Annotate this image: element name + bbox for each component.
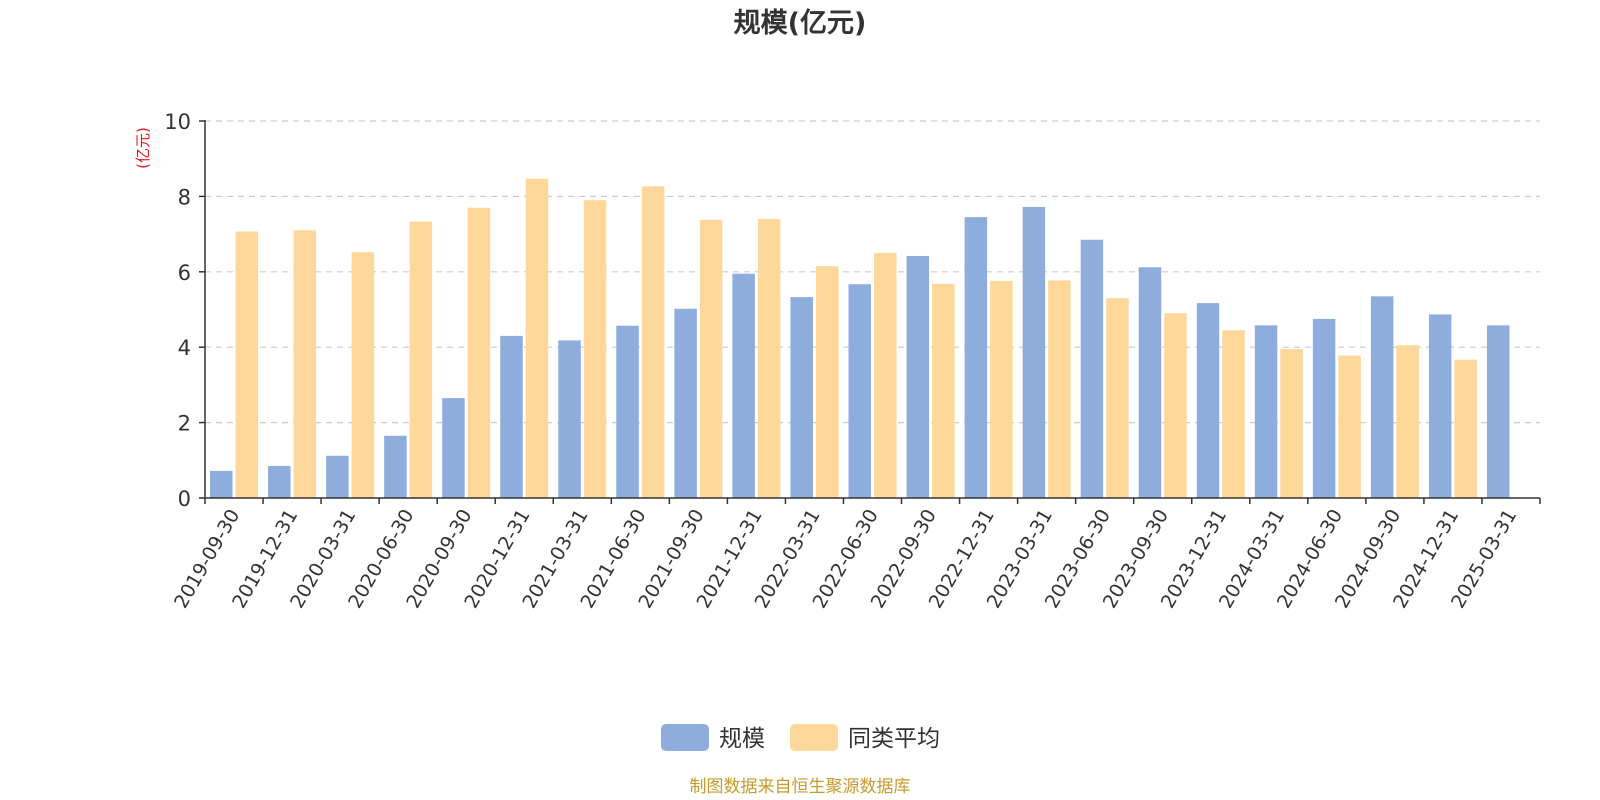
bar-peer-average[interactable] — [1280, 349, 1303, 498]
bar-peer-average[interactable] — [467, 207, 491, 498]
bar-scale[interactable] — [326, 455, 349, 498]
bar-scale[interactable] — [210, 470, 233, 498]
bar-scale[interactable] — [906, 255, 930, 498]
bar-peer-average[interactable] — [583, 200, 607, 499]
bar-peer-average[interactable] — [1396, 345, 1419, 498]
bar-scale[interactable] — [268, 465, 291, 498]
bar-scale[interactable] — [1022, 206, 1046, 498]
bar-scale[interactable] — [1196, 303, 1220, 498]
legend-label[interactable]: 同类平均 — [848, 726, 940, 752]
legend-label[interactable]: 规模 — [719, 726, 765, 752]
y-tick-label: 0 — [178, 487, 191, 511]
y-tick-label: 10 — [164, 110, 191, 134]
bar-peer-average[interactable] — [932, 283, 955, 498]
source-note: 制图数据来自恒生聚源数据库 — [690, 777, 911, 797]
x-tick-labels: 2019-09-302019-12-312020-03-312020-06-30… — [170, 505, 1521, 612]
bar-scale[interactable] — [1312, 318, 1336, 498]
bar-scale[interactable] — [384, 435, 407, 498]
bar-scale[interactable] — [1254, 325, 1278, 498]
bar-peer-average[interactable] — [874, 252, 897, 498]
bar-scale[interactable] — [1370, 296, 1394, 498]
y-tick-label: 6 — [178, 261, 191, 285]
bar-scale[interactable] — [1080, 239, 1104, 498]
bar-peer-average[interactable] — [641, 186, 665, 498]
bar-peer-average[interactable] — [293, 230, 317, 498]
bar-scale[interactable] — [1486, 325, 1510, 498]
bar-scale[interactable] — [558, 340, 581, 498]
bar-peer-average[interactable] — [815, 266, 839, 498]
bar-peer-average[interactable] — [699, 219, 723, 499]
legend-swatch[interactable] — [661, 724, 709, 751]
y-tick-labels: 0 2 4 6 8 10 — [164, 110, 191, 511]
chart-title: 规模(亿元) — [734, 8, 867, 39]
legend: 规模 同类平均 — [661, 724, 940, 752]
bar-scale[interactable] — [500, 335, 523, 498]
bar-peer-average[interactable] — [1454, 359, 1477, 498]
bar-peer-average[interactable] — [525, 178, 549, 498]
bar-peer-average[interactable] — [409, 221, 433, 498]
y-tick-label: 2 — [178, 412, 191, 436]
legend-swatch[interactable] — [790, 724, 838, 751]
bar-peer-average[interactable] — [1048, 280, 1071, 498]
bar-peer-average[interactable] — [1222, 330, 1245, 498]
bar-peer-average[interactable] — [1164, 313, 1187, 498]
bar-scale[interactable] — [732, 273, 755, 498]
bar-scale[interactable] — [616, 325, 639, 498]
bar-peer-average[interactable] — [1106, 298, 1129, 498]
bar-scale[interactable] — [790, 297, 813, 498]
y-axis-label: (亿元) — [134, 127, 152, 169]
bar-scale[interactable] — [1428, 314, 1452, 498]
bar-peer-average[interactable] — [990, 280, 1013, 498]
bar-scale[interactable] — [674, 308, 697, 498]
bar-scale[interactable] — [848, 284, 872, 498]
bar-peer-average[interactable] — [757, 219, 781, 498]
bars-layer — [210, 178, 1510, 499]
bar-scale[interactable] — [1138, 267, 1162, 498]
y-tick-label: 4 — [178, 336, 191, 360]
y-tick-label: 8 — [178, 185, 191, 209]
bar-peer-average[interactable] — [351, 252, 375, 498]
axes-layer — [199, 120, 1541, 504]
bar-scale[interactable] — [964, 217, 988, 498]
bar-peer-average[interactable] — [235, 231, 259, 498]
bar-peer-average[interactable] — [1338, 355, 1361, 498]
bar-scale[interactable] — [442, 398, 465, 498]
